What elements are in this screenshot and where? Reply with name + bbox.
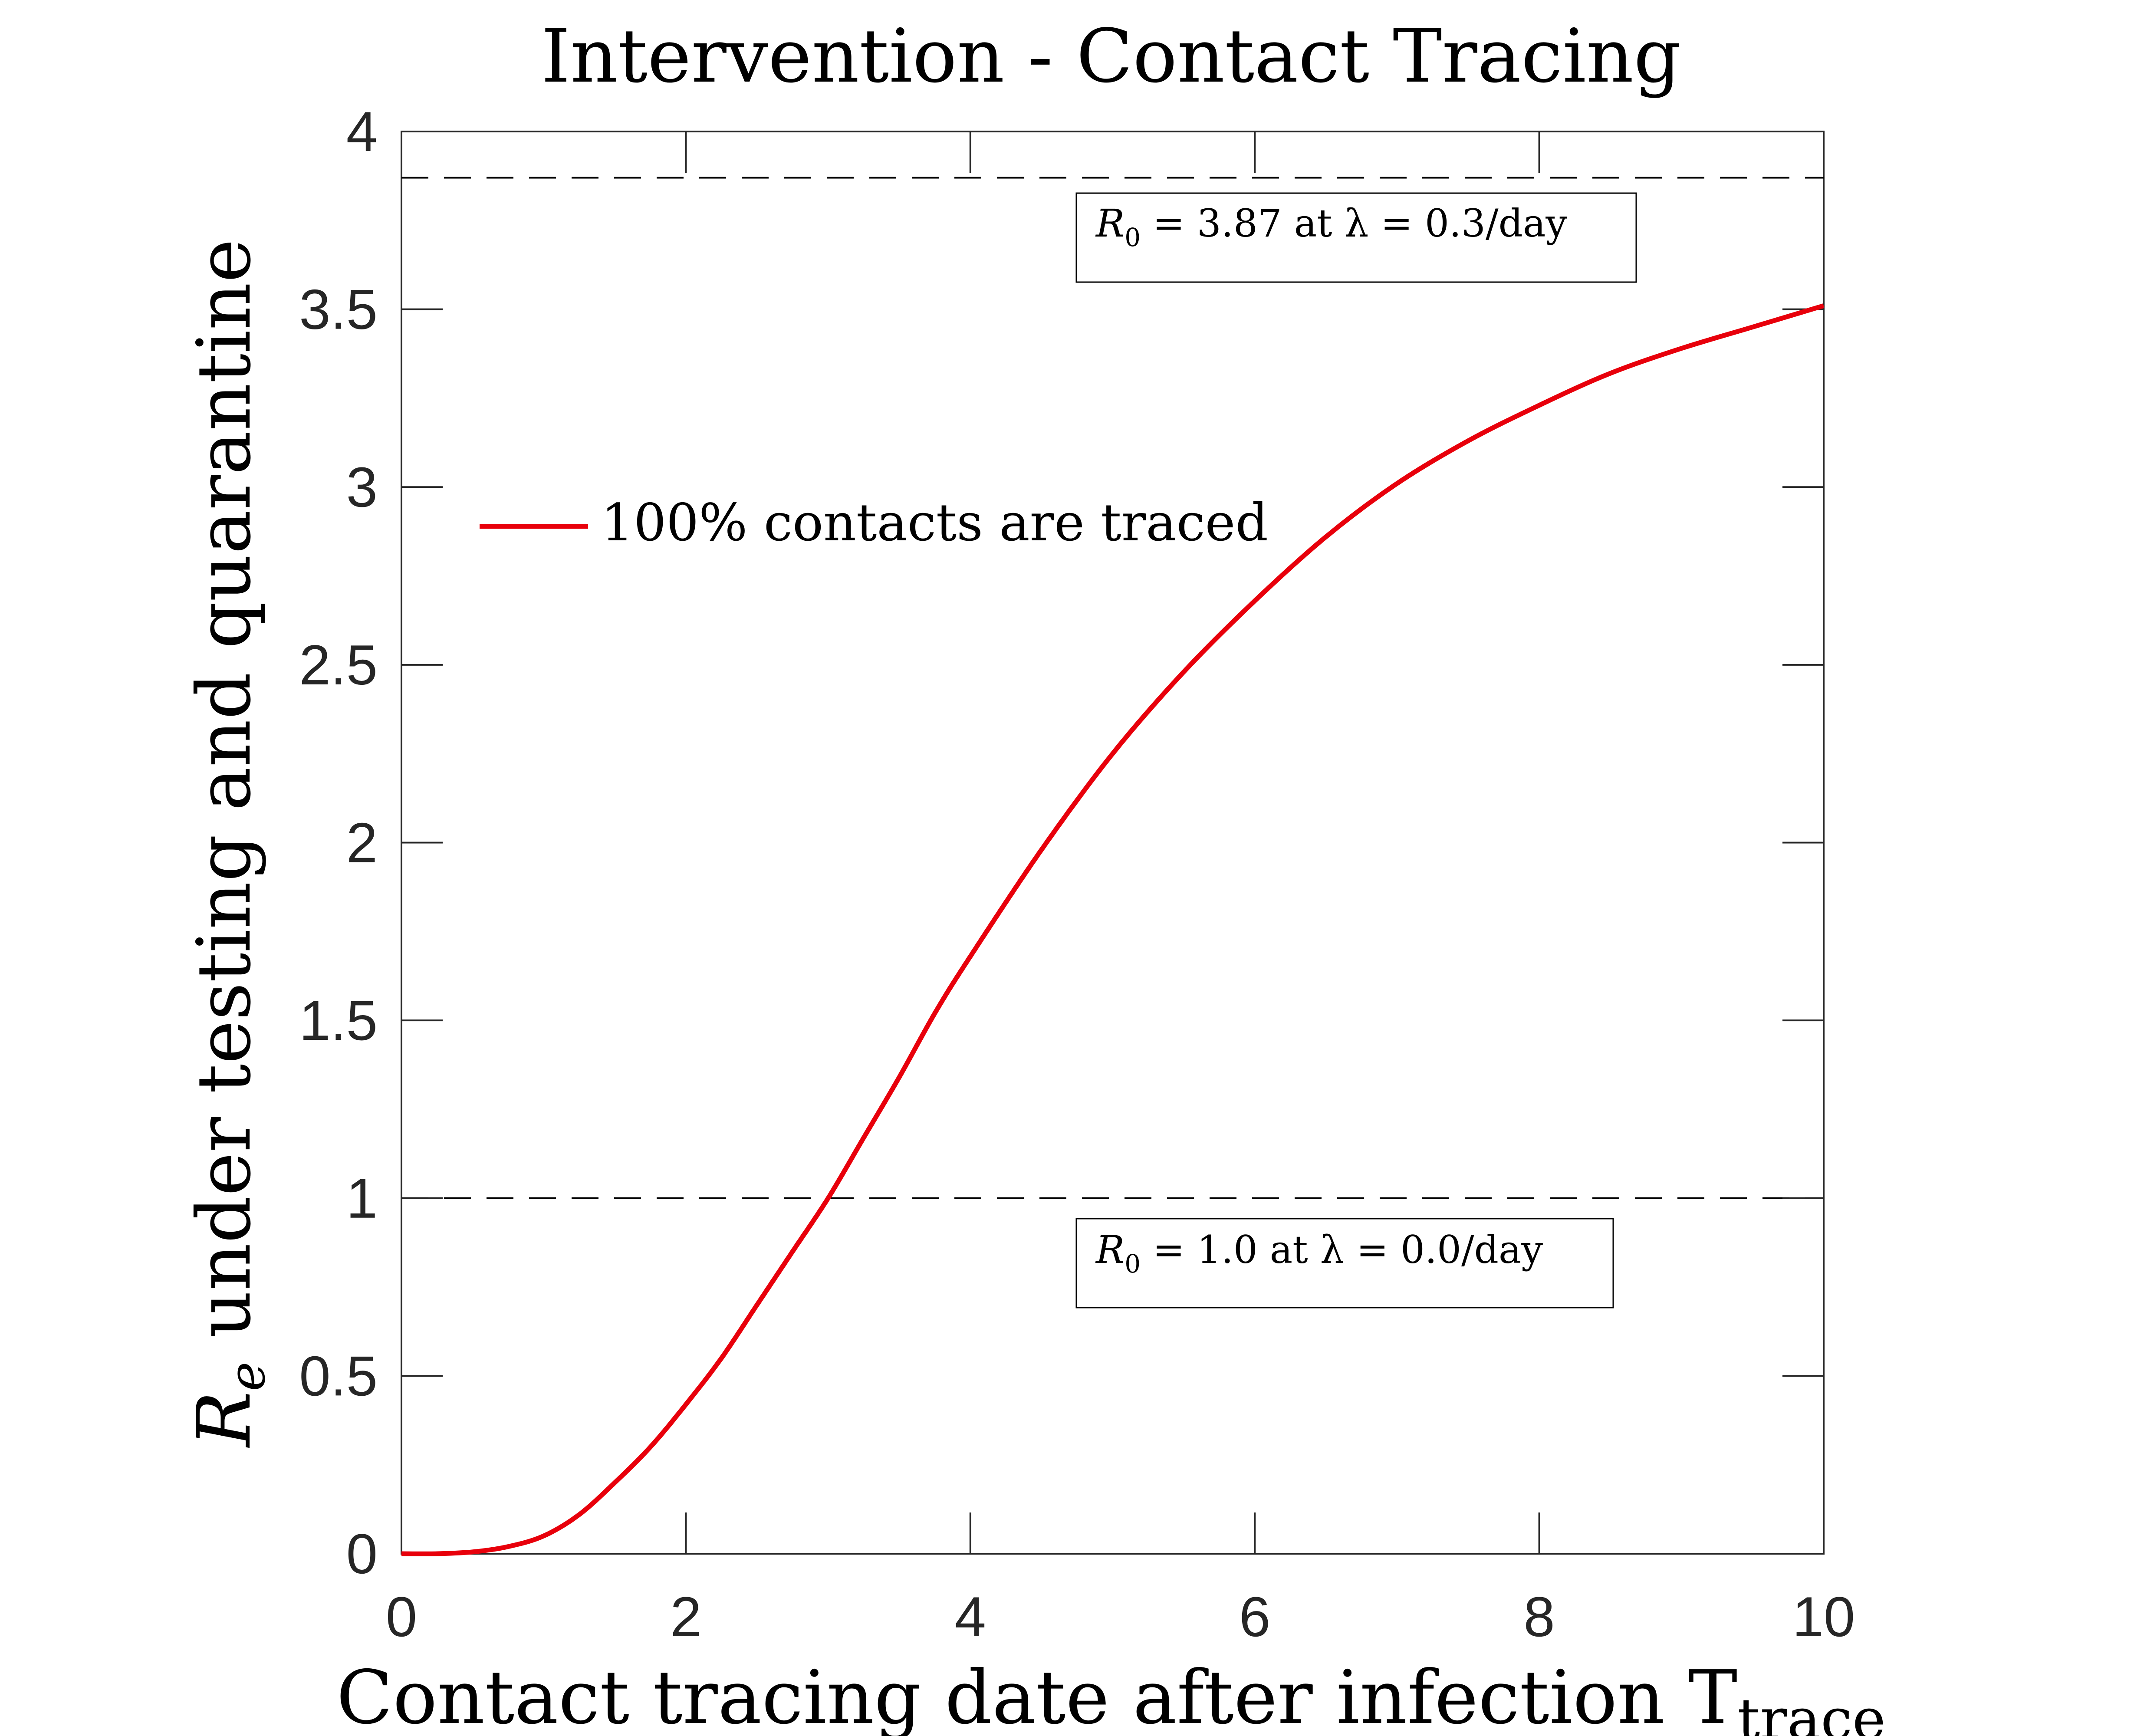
- y-tick-label: 2.5: [299, 633, 378, 697]
- series-line-0: [401, 303, 1825, 1556]
- x-tick-label: 0: [386, 1585, 417, 1648]
- legend-label: 100% contacts are traced: [601, 493, 1268, 552]
- annotation-r0-low-subscript: 0: [1125, 1249, 1141, 1279]
- y-axis-label: Re under testing and quarantine: [181, 239, 276, 1448]
- x-tick-label: 8: [1523, 1585, 1555, 1648]
- y-tick-label: 1.5: [299, 989, 378, 1052]
- annotation-r0-high-text: R0 = 3.87 at λ = 0.3/day: [1095, 201, 1567, 252]
- annotation-r0-high-subscript: 0: [1125, 223, 1141, 252]
- annotation-r0-low: R0 = 1.0 at λ = 0.0/day: [1075, 1218, 1614, 1309]
- y-axis-label-text: under testing and quarantine: [181, 239, 267, 1361]
- y-tick-label: 0.5: [299, 1344, 378, 1407]
- y-tick-label: 1: [346, 1167, 378, 1230]
- x-axis-label-subscript: trace: [1737, 1686, 1886, 1736]
- x-tick-label: 10: [1792, 1585, 1855, 1648]
- legend: 100% contacts are traced: [480, 493, 1268, 552]
- x-tick-label: 6: [1239, 1585, 1270, 1648]
- series-group: [401, 303, 1825, 1556]
- annotation-r0-high: R0 = 3.87 at λ = 0.3/day: [1075, 192, 1637, 283]
- annotation-r0-low-value: = 1.0 at λ = 0.0/day: [1141, 1227, 1543, 1272]
- annotation-r0-low-text: R0 = 1.0 at λ = 0.0/day: [1095, 1227, 1543, 1279]
- annotation-r0-high-symbol: R: [1095, 201, 1125, 246]
- y-tick-label: 3.5: [299, 278, 378, 341]
- annotation-r0-low-symbol: R: [1095, 1227, 1125, 1272]
- reference-lines: [401, 177, 1824, 1199]
- axis-ticks: 0 2 4 6 8 10 0 0.5 1 1.5 2 2.5 3 3.5 4: [299, 100, 1855, 1648]
- annotation-r0-high-box: [1075, 192, 1637, 283]
- x-tick-label: 2: [670, 1585, 701, 1648]
- annotation-r0-high-value: = 3.87 at λ = 0.3/day: [1141, 201, 1567, 246]
- x-axis-label-text: Contact tracing date after infection T: [336, 1655, 1737, 1736]
- y-tick-label: 4: [346, 100, 378, 163]
- y-tick-label: 0: [346, 1522, 378, 1585]
- chart-title: Intervention - Contact Tracing: [541, 13, 1681, 99]
- y-axis-label-symbol: R: [181, 1391, 267, 1448]
- y-axis-label-subscript: e: [218, 1362, 276, 1391]
- x-tick-label: 4: [955, 1585, 986, 1648]
- x-axis-label: Contact tracing date after infection Ttr…: [336, 1655, 1886, 1736]
- y-tick-label: 3: [346, 455, 378, 519]
- annotation-r0-low-box: [1075, 1218, 1614, 1309]
- y-tick-label: 2: [346, 811, 378, 875]
